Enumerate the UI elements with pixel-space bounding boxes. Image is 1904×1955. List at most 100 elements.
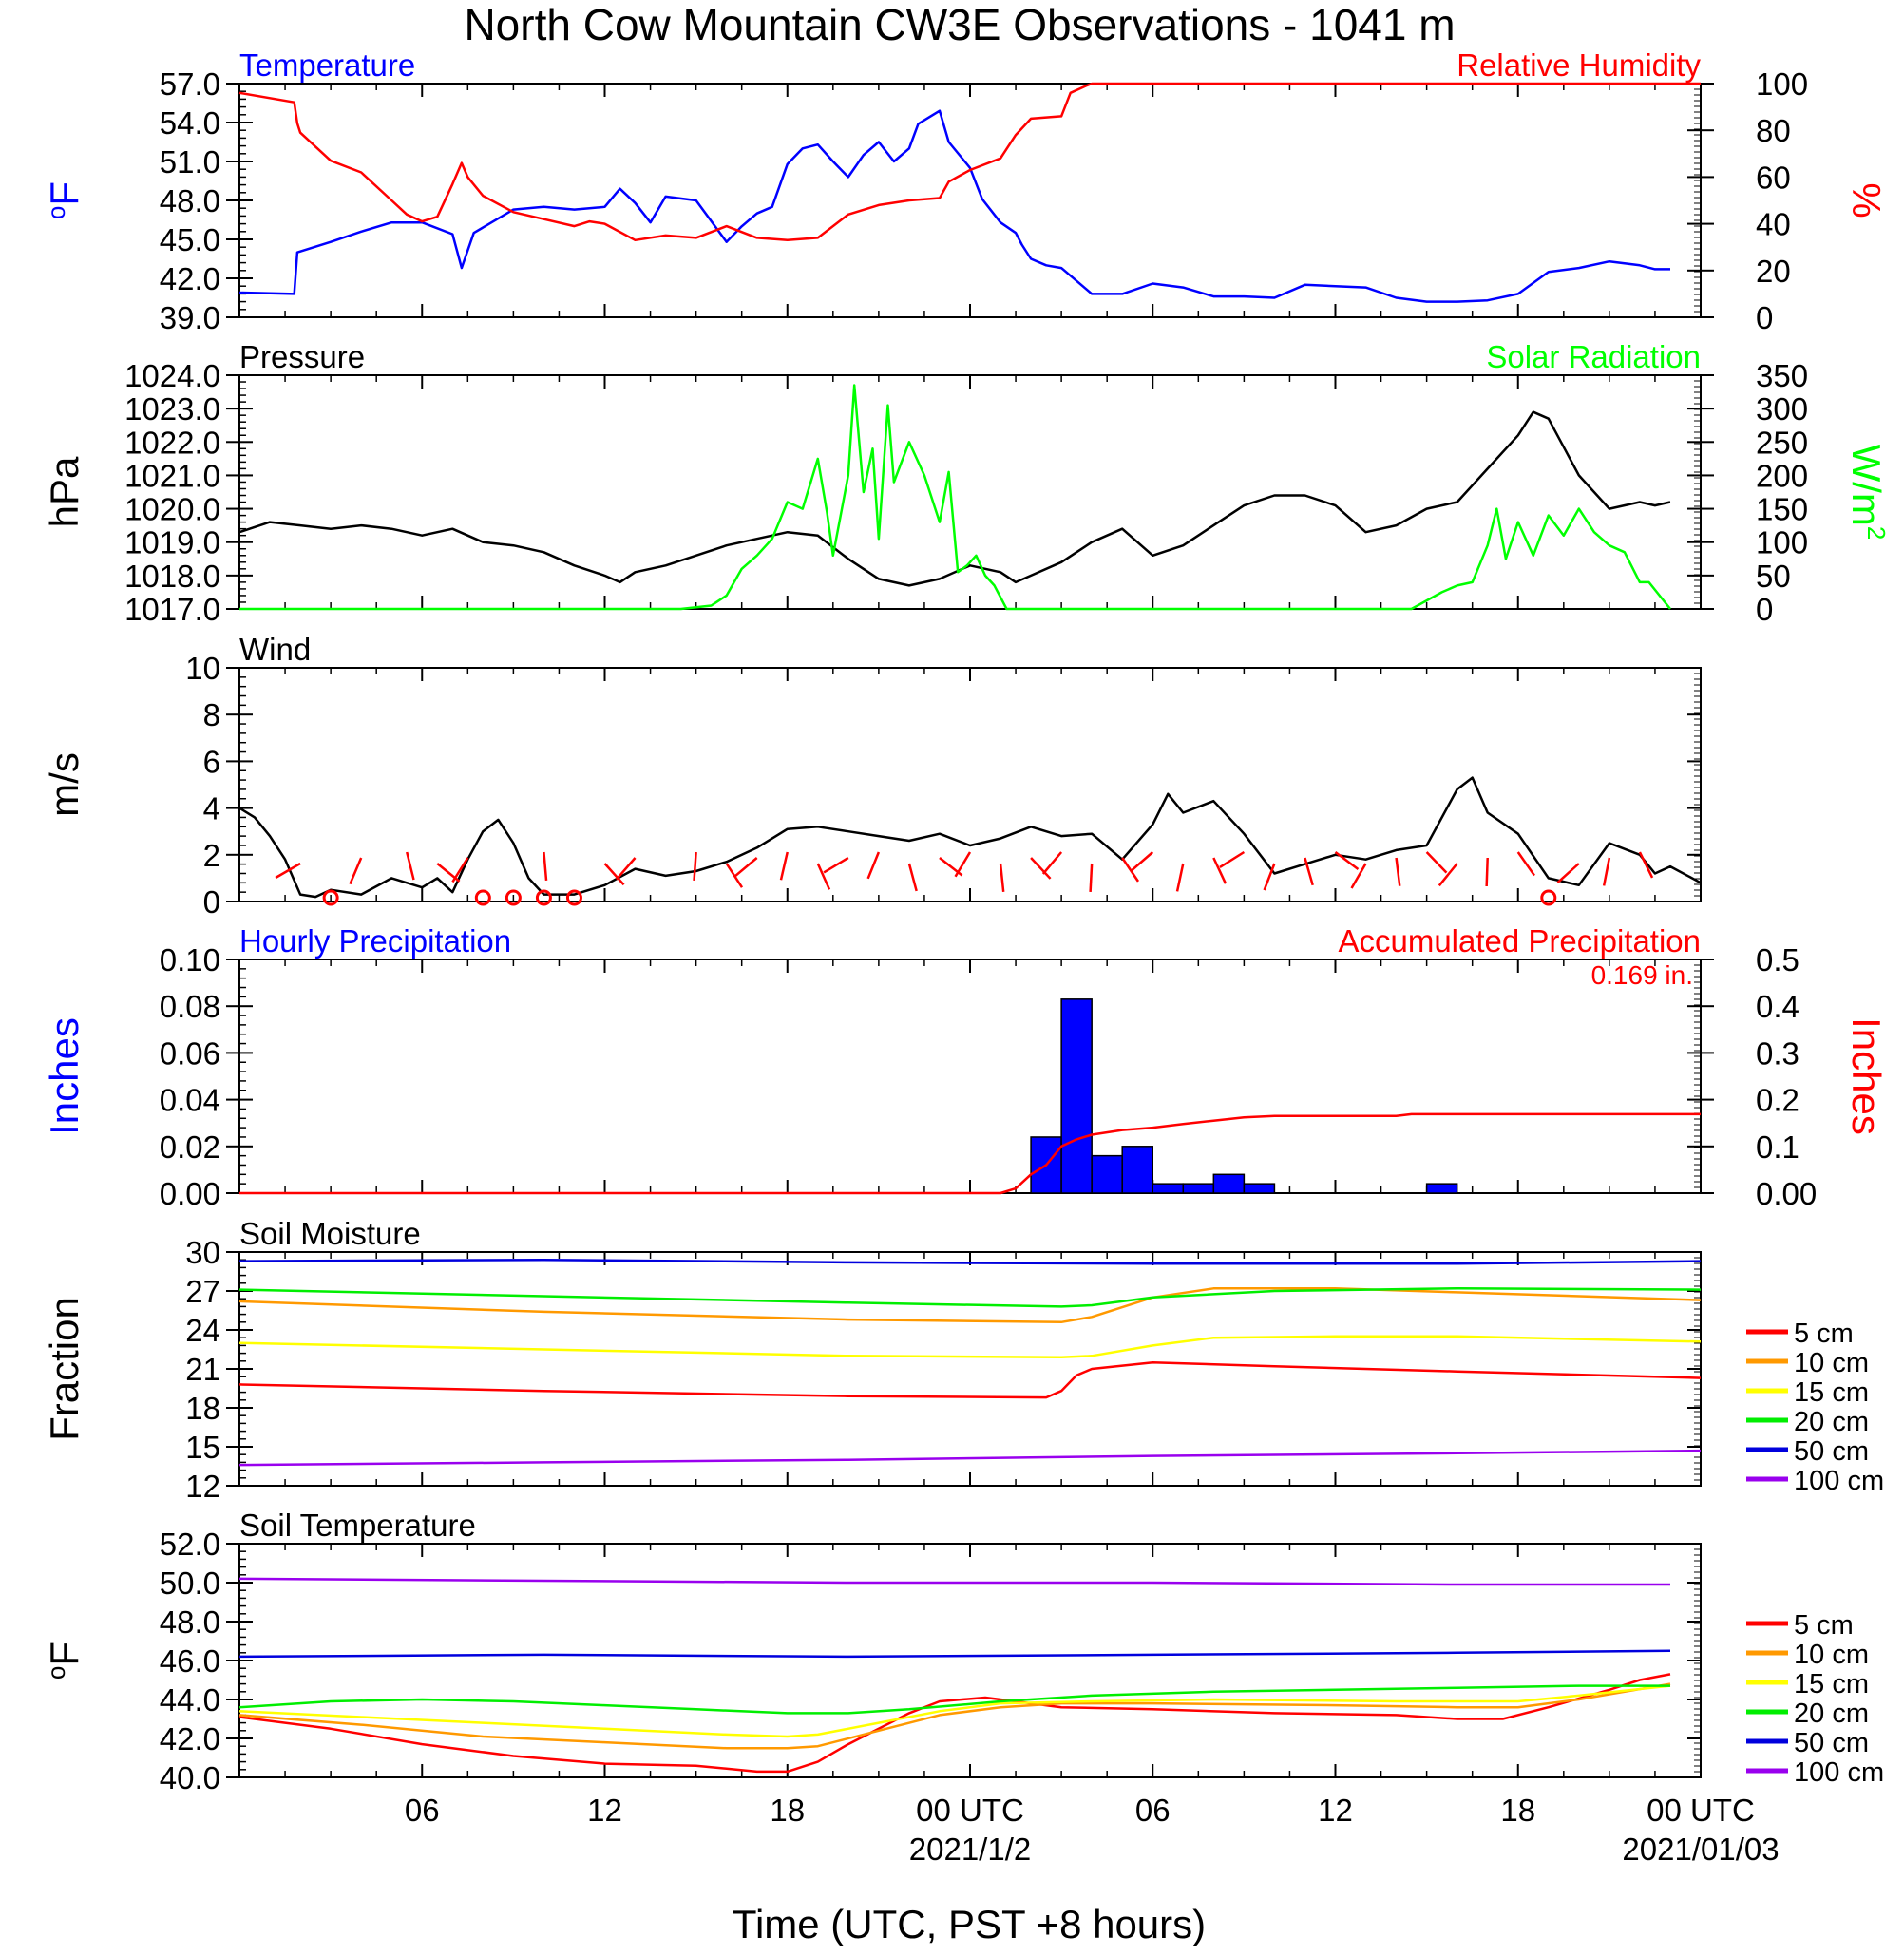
- y-left-axis-label: oF: [42, 181, 86, 219]
- wind-barb: [543, 851, 548, 881]
- wind-barb: [1334, 851, 1360, 871]
- wind-barb: [1263, 863, 1276, 891]
- y-left-tick-label: 8: [203, 697, 220, 732]
- panel-title-right: Relative Humidity: [1457, 47, 1701, 83]
- legend-label: 10 cm: [1794, 1640, 1869, 1670]
- panel-pressure_solar: 1017.01018.01019.01020.01021.01022.01023…: [42, 339, 1891, 627]
- y-left-tick-label: 42.0: [160, 261, 220, 296]
- x-tick-label: 12: [1318, 1793, 1353, 1828]
- wind-barb: [1425, 851, 1448, 874]
- y-right-tick-label: 0: [1756, 300, 1773, 335]
- y-left-tick-label: 1022.0: [124, 425, 220, 460]
- y-left-tick-label: 39.0: [160, 300, 220, 335]
- y-left-tick-label: 24: [185, 1313, 220, 1348]
- wind-barb: [823, 856, 849, 874]
- y-left-axis-label: oF: [42, 1642, 86, 1680]
- panel-temperature_humidity: 39.0 42.0 45.0 48.051.054.057.0 0 20 40 60 80 100…: [42, 47, 1889, 335]
- wind-barb: [1516, 851, 1535, 877]
- x-tick-label: 18: [770, 1793, 805, 1828]
- y-left-tick-label: 10: [185, 651, 220, 686]
- y-left-tick-label: 0.08: [160, 989, 220, 1024]
- series-humidity-line: [238, 82, 1701, 242]
- wind-barb: [1350, 863, 1367, 889]
- precip-bar: [1212, 1173, 1246, 1194]
- legend-label: 10 cm: [1794, 1348, 1869, 1378]
- wind-barb: [733, 857, 758, 878]
- y-right-tick-label: 0.4: [1756, 989, 1799, 1024]
- precip-bar: [1121, 1146, 1154, 1194]
- y-left-tick-label: 2: [203, 838, 220, 873]
- y-right-tick-label: 100: [1756, 525, 1808, 560]
- y-right-tick-label: 20: [1756, 254, 1791, 289]
- y-right-tick-label: 200: [1756, 458, 1808, 493]
- panel-title-left: Temperature: [239, 47, 415, 83]
- x-tick-label: 00 UTC: [916, 1793, 1024, 1828]
- y-left-tick-label: 1021.0: [124, 458, 220, 493]
- precip-bar: [1091, 1154, 1123, 1194]
- y-left-tick-label: 48.0: [160, 1604, 220, 1640]
- wind-barb: [1638, 851, 1654, 879]
- y-left-tick-label: 57.0: [160, 66, 220, 102]
- y-left-tick-label: 15: [185, 1430, 220, 1465]
- wind-barb: [1030, 857, 1052, 880]
- y-left-tick-label: 1020.0: [124, 492, 220, 527]
- series-wind-line: [238, 776, 1702, 899]
- y-left-tick-label: 30: [185, 1235, 220, 1270]
- wind-barb: [1304, 857, 1314, 886]
- y-left-axis-label: Fraction: [42, 1297, 86, 1441]
- y-left-tick-label: 1019.0: [124, 525, 220, 560]
- y-right-axis-label: W/m2: [1844, 445, 1891, 541]
- calm-wind-circle: [505, 889, 522, 906]
- y-right-tick-label: 350: [1756, 358, 1808, 393]
- series-depth_15-line: [238, 1684, 1671, 1738]
- y-right-tick-label: 150: [1756, 492, 1808, 527]
- wind-barb: [1395, 857, 1401, 886]
- x-tick-label: 18: [1500, 1793, 1535, 1828]
- wind-barb: [406, 851, 415, 881]
- series-solar-line: [239, 384, 1671, 611]
- legend-label: 100 cm: [1794, 1757, 1884, 1788]
- y-left-tick-label: 4: [203, 791, 220, 826]
- wind-barb: [275, 862, 301, 880]
- precip-bar: [1425, 1183, 1458, 1194]
- y-left-tick-label: 46.0: [160, 1643, 220, 1679]
- wind-barb: [954, 851, 972, 878]
- legend-label: 20 cm: [1794, 1699, 1869, 1729]
- wind-barb: [1219, 850, 1246, 868]
- panel-precipitation: 0.00 0.02 0.04 0.06 0.08 0.10 0.00 0.1 0.2 0.3 0.4…: [42, 923, 1889, 1211]
- y-right-tick-label: 50: [1756, 559, 1791, 594]
- x-tick-label: 06: [1135, 1793, 1171, 1828]
- wind-barb: [1485, 857, 1489, 887]
- wind-barb: [451, 857, 469, 883]
- series-pressure-line: [238, 410, 1671, 587]
- legend-label: 5 cm: [1794, 1319, 1854, 1349]
- y-left-tick-label: 27: [185, 1274, 220, 1309]
- y-right-tick-label: 250: [1756, 425, 1808, 460]
- y-left-tick-label: 54.0: [160, 105, 220, 141]
- wind-barb: [1212, 857, 1228, 884]
- legend-label: 20 cm: [1794, 1407, 1869, 1437]
- y-left-tick-label: 0.04: [160, 1083, 220, 1118]
- x-tick-label: 06: [405, 1793, 440, 1828]
- calm-wind-circle: [474, 889, 491, 906]
- y-left-tick-label: 48.0: [160, 183, 220, 218]
- calm-wind-circle: [1540, 889, 1557, 906]
- legend-label: 50 cm: [1794, 1436, 1869, 1467]
- y-left-axis-label: m/s: [42, 752, 86, 817]
- panel-frame: [238, 667, 1702, 902]
- panel-frame: [238, 959, 1702, 1194]
- panel-title-left: Wind: [239, 632, 311, 667]
- wind-barb: [349, 857, 363, 885]
- wind-barb: [779, 851, 789, 881]
- y-right-axis-label: Inches: [1844, 1017, 1889, 1135]
- series-depth_10-line: [238, 1682, 1671, 1750]
- panel-title-left: Soil Temperature: [239, 1508, 476, 1543]
- y-left-tick-label: 1017.0: [124, 592, 220, 627]
- y-left-axis-label: Inches: [42, 1017, 86, 1135]
- panels-group: 39.042.045.048.051.054.057.0020406080100…: [42, 47, 1891, 1867]
- panel-frame: [238, 1251, 1702, 1487]
- y-left-tick-label: 6: [203, 744, 220, 779]
- y-left-tick-label: 18: [185, 1391, 220, 1426]
- y-left-tick-label: 12: [185, 1469, 220, 1504]
